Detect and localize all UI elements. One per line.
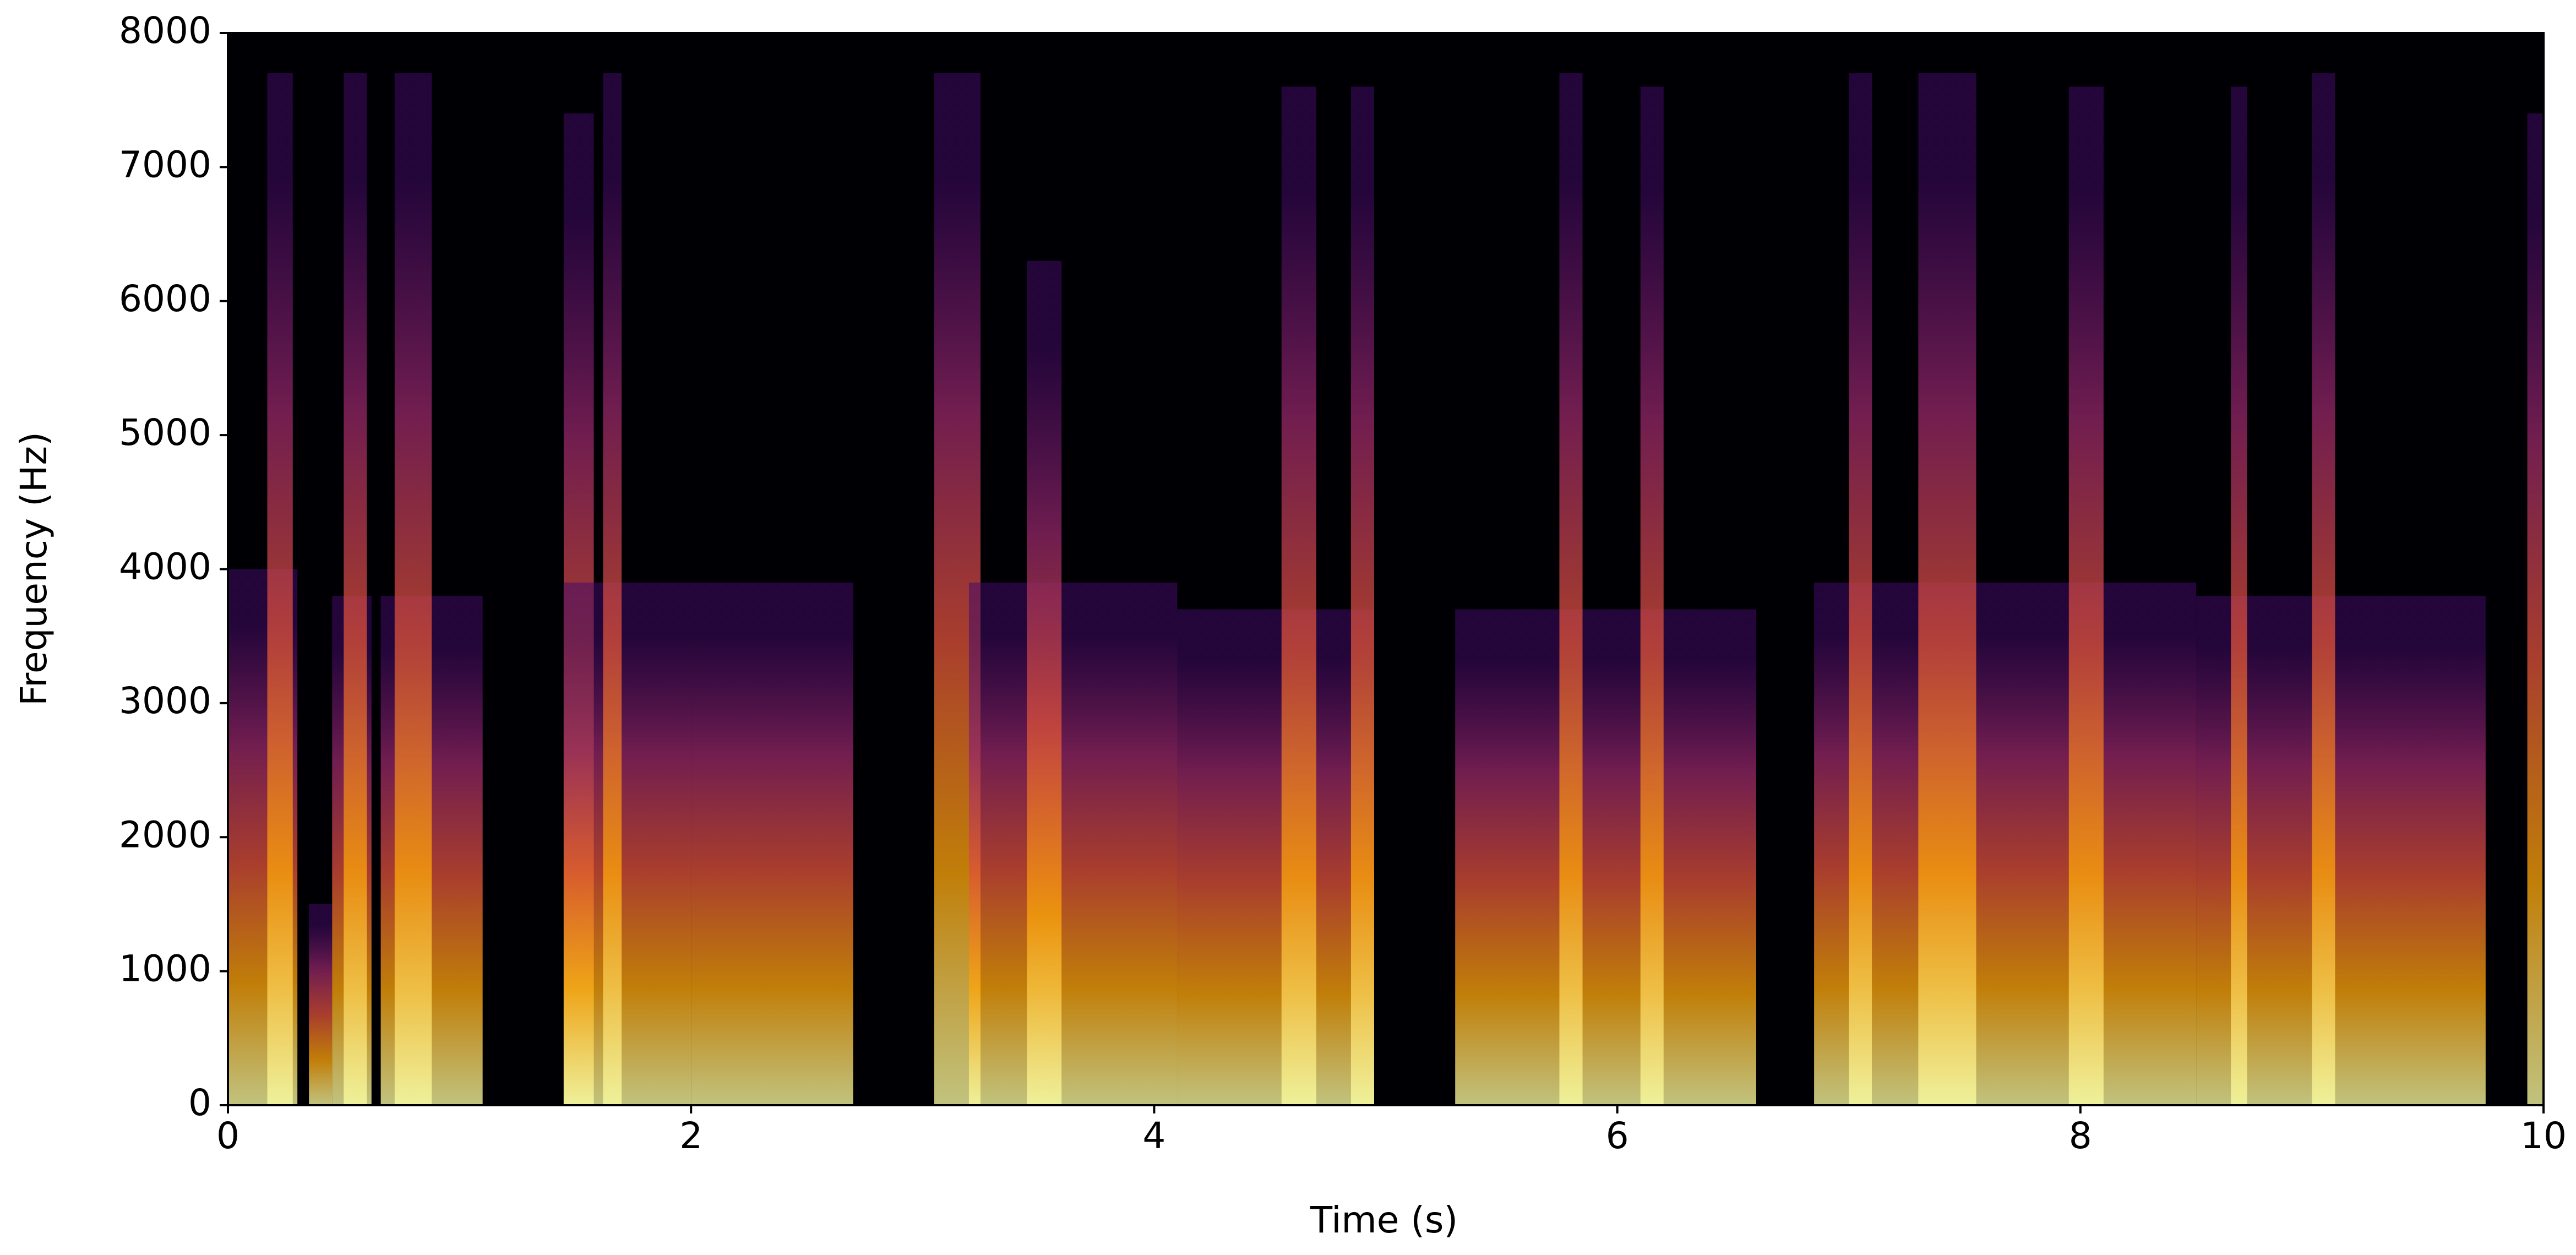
spectral-band xyxy=(1027,260,1062,1105)
x-tick-label: 10 xyxy=(2520,1115,2567,1157)
y-tick-label: 2000 xyxy=(119,813,211,856)
spectral-band xyxy=(1918,73,1976,1106)
x-tick-label: 4 xyxy=(1142,1115,1166,1157)
y-tick-label: 8000 xyxy=(119,9,211,52)
spectral-band xyxy=(394,73,432,1106)
y-tick-label: 4000 xyxy=(119,546,211,588)
y-tick-label: 3000 xyxy=(119,680,211,722)
x-tick-label: 0 xyxy=(216,1115,239,1157)
x-tick-label: 2 xyxy=(679,1115,702,1157)
spectral-band xyxy=(309,904,333,1105)
x-tick-label: 6 xyxy=(1606,1115,1629,1157)
spectral-band xyxy=(344,73,367,1106)
spectral-band xyxy=(267,73,293,1106)
y-tick-label: 5000 xyxy=(119,411,211,454)
y-axis-label: Frequency (Hz) xyxy=(13,432,55,706)
spectral-band xyxy=(2527,113,2544,1105)
spectral-band xyxy=(1640,86,1664,1106)
spectral-band xyxy=(1350,86,1374,1106)
spectral-band xyxy=(2231,86,2247,1106)
x-tick-label: 8 xyxy=(2069,1115,2092,1157)
spectral-band xyxy=(1455,609,1756,1105)
y-tick-label: 1000 xyxy=(119,948,211,990)
spectral-band xyxy=(1559,73,1583,1106)
y-tick-label: 0 xyxy=(188,1082,211,1124)
spectral-band xyxy=(1177,609,1374,1105)
spectral-band xyxy=(1281,86,1316,1106)
spectral-band xyxy=(2068,86,2104,1106)
spectral-band xyxy=(563,582,691,1105)
spectral-band xyxy=(691,582,853,1105)
spectral-band xyxy=(1849,73,1872,1106)
x-axis-label: Time (s) xyxy=(1310,1199,1458,1241)
y-tick-label: 7000 xyxy=(119,143,211,186)
y-tick-label: 6000 xyxy=(119,278,211,320)
spectral-band xyxy=(2312,73,2335,1106)
spectral-band xyxy=(603,73,622,1106)
spectral-band xyxy=(968,582,1178,1105)
